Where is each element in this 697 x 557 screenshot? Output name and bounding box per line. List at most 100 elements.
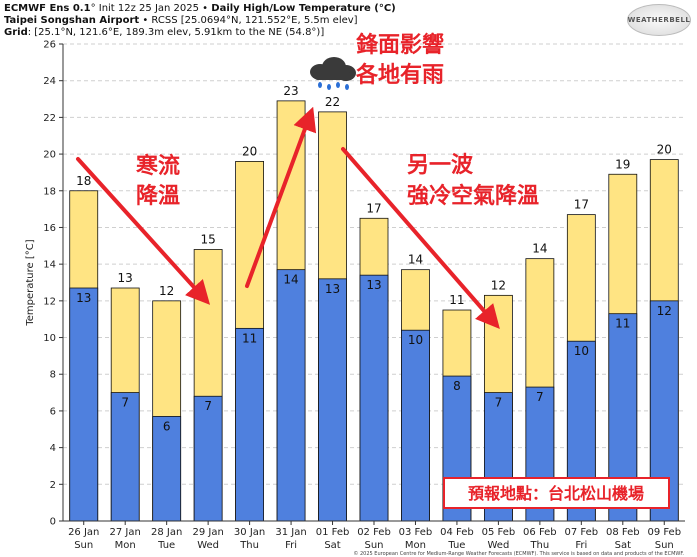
- y-tick-label: 12: [43, 296, 56, 307]
- x-tick-date: 06 Feb: [523, 527, 557, 538]
- raindrop: [327, 84, 331, 90]
- rain-cloud-icon: [310, 57, 356, 90]
- high-temp-label: 17: [574, 198, 589, 212]
- low-temp-label: 7: [495, 396, 503, 410]
- x-tick-date: 28 Jan: [151, 527, 182, 538]
- x-tick-date: 01 Feb: [316, 527, 350, 538]
- y-tick-label: 22: [43, 113, 56, 124]
- annotation-another-wave-1: 另一波: [407, 153, 474, 178]
- x-tick-date: 26 Jan: [68, 527, 99, 538]
- x-tick-day: Tue: [157, 540, 175, 551]
- chart-header-line-3: Grid: [25.1°N, 121.6°E, 189.3m elev, 5.9…: [4, 27, 324, 38]
- y-tick-label: 20: [43, 150, 56, 161]
- annotation-front-1: 鋒面影響: [355, 32, 444, 58]
- red-trend-arrow: [245, 106, 317, 288]
- low-temp-label: 12: [657, 304, 672, 318]
- x-tick-date: 27 Jan: [110, 527, 141, 538]
- high-temp-label: 20: [242, 144, 257, 158]
- low-temp-label: 13: [76, 291, 91, 305]
- y-tick-label: 16: [43, 223, 56, 234]
- high-temp-label: 11: [449, 293, 464, 307]
- logo-text: WEATHERBELL: [627, 16, 691, 24]
- x-tick-day: Sun: [655, 540, 674, 551]
- cloud-base: [314, 72, 352, 80]
- x-tick-day: Sat: [615, 540, 631, 551]
- low-temp-bar: [110, 392, 140, 522]
- low-temp-bar: [276, 269, 306, 522]
- y-tick-label: 4: [50, 443, 56, 454]
- low-temp-label: 7: [204, 399, 212, 413]
- x-tick-date: 09 Feb: [647, 527, 681, 538]
- y-tick-label: 26: [43, 40, 56, 51]
- annotation-front-2: 各地有雨: [355, 62, 444, 88]
- copyright-footer: © 2025 European Centre for Medium-Range …: [353, 550, 684, 557]
- x-tick-day: Sun: [364, 540, 383, 551]
- x-tick-date: 31 Jan: [275, 527, 306, 538]
- y-tick-label: 24: [43, 76, 56, 87]
- x-tick-date: 02 Feb: [357, 527, 391, 538]
- low-temp-bar: [235, 327, 265, 522]
- low-temp-label: 14: [283, 273, 298, 287]
- high-temp-label: 12: [491, 278, 506, 292]
- y-tick-label: 10: [43, 333, 56, 344]
- high-temp-label: 22: [325, 95, 340, 109]
- low-temp-label: 11: [615, 317, 630, 331]
- low-temp-label: 11: [242, 331, 257, 345]
- y-tick-label: 18: [43, 186, 56, 197]
- x-tick-day: Fri: [575, 540, 587, 551]
- high-temp-label: 17: [366, 201, 381, 215]
- annotation-cold-current-1: 寒流: [136, 153, 180, 179]
- low-temp-label: 7: [121, 396, 129, 410]
- low-temp-label: 10: [574, 344, 589, 358]
- low-temp-label: 13: [366, 278, 381, 292]
- low-temp-label: 7: [536, 390, 544, 404]
- weatherbell-logo: WEATHERBELL: [627, 4, 691, 36]
- x-tick-date: 04 Feb: [440, 527, 474, 538]
- low-temp-bar: [359, 274, 389, 522]
- raindrop: [336, 82, 340, 88]
- station-name: Taipei Songshan Airport: [4, 15, 140, 26]
- x-tick-day: Tue: [447, 540, 465, 551]
- low-temp-label: 6: [163, 419, 171, 433]
- chart-title: Daily High/Low Temperature (°C): [211, 3, 396, 14]
- y-tick-label: 6: [50, 406, 56, 417]
- init-time: ° Init 12z 25 Jan 2025 •: [90, 3, 212, 14]
- grid-label: Grid: [4, 27, 28, 38]
- low-temp-label: 10: [408, 333, 423, 347]
- x-tick-date: 30 Jan: [234, 527, 265, 538]
- model-name: ECMWF Ens 0.1: [4, 3, 91, 14]
- low-temp-bar: [401, 329, 430, 522]
- chart-header-line-2: Taipei Songshan Airport • RCSS [25.0694°…: [4, 15, 358, 26]
- x-tick-date: 29 Jan: [192, 527, 223, 538]
- low-temp-bar: [69, 287, 99, 522]
- x-tick-date: 05 Feb: [482, 527, 516, 538]
- annotation-cold-current-2: 降溫: [136, 184, 180, 209]
- y-tick-label: 8: [50, 370, 56, 381]
- high-temp-label: 18: [76, 174, 91, 188]
- x-tick-date: 07 Feb: [565, 527, 599, 538]
- annotation-another-wave-2: 強冷空氣降溫: [407, 183, 539, 209]
- x-tick-day: Wed: [197, 540, 219, 551]
- high-temp-label: 14: [408, 253, 423, 267]
- y-tick-label: 14: [43, 260, 56, 271]
- x-tick-day: Sat: [324, 540, 340, 551]
- red-trend-arrow: [341, 147, 500, 330]
- high-temp-label: 12: [159, 284, 174, 298]
- x-tick-date: 03 Feb: [399, 527, 433, 538]
- y-tick-label: 0: [50, 517, 56, 528]
- low-temp-bar: [193, 395, 223, 522]
- location-box-text: 預報地點：台北松山機場: [468, 484, 644, 503]
- high-temp-label: 14: [532, 242, 547, 256]
- grid-info: : [25.1°N, 121.6°E, 189.3m elev, 5.91km …: [27, 27, 325, 38]
- high-temp-label: 15: [200, 232, 215, 246]
- x-tick-day: Sun: [74, 540, 93, 551]
- high-temp-label: 20: [657, 143, 672, 157]
- high-temp-label: 23: [283, 84, 298, 98]
- y-tick-label: 2: [50, 480, 56, 491]
- station-coords: • RCSS [25.0694°N, 121.552°E, 5.5m elev]: [139, 15, 358, 26]
- x-tick-date: 08 Feb: [606, 527, 640, 538]
- x-tick-day: Mon: [115, 540, 136, 551]
- x-tick-day: Fri: [285, 540, 297, 551]
